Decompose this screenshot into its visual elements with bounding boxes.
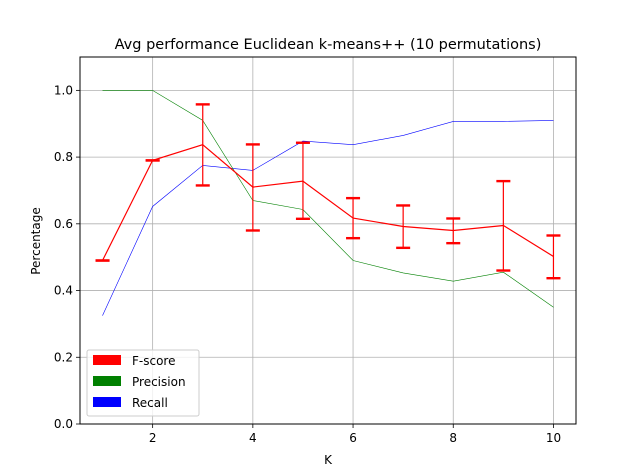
chart-title: Avg performance Euclidean k-means++ (10 … xyxy=(115,37,542,53)
x-tick-label: 10 xyxy=(546,431,561,445)
legend-swatch-precision xyxy=(93,376,121,386)
legend: F-score Precision Recall xyxy=(86,349,200,417)
legend-label-precision: Precision xyxy=(132,375,186,389)
x-tick-label: 8 xyxy=(449,431,457,445)
precision-line xyxy=(102,90,554,308)
y-tick-label: 0.6 xyxy=(54,217,73,231)
plot-frame xyxy=(79,56,577,425)
legend-swatch-fscore xyxy=(93,355,121,365)
legend-label-fscore: F-score xyxy=(132,354,175,368)
x-axis-label: K xyxy=(324,453,333,467)
y-axis-label: Percentage xyxy=(29,207,43,275)
legend-swatch-recall xyxy=(93,397,121,407)
y-tick-label: 0.8 xyxy=(54,150,73,164)
y-tick-label: 0.2 xyxy=(54,350,73,364)
y-tick-label: 0.0 xyxy=(54,417,73,431)
fscore-line xyxy=(101,144,554,261)
x-tick-label: 2 xyxy=(149,431,157,445)
x-tick-label: 4 xyxy=(249,431,257,445)
recall-line xyxy=(102,120,554,316)
x-tick-label: 6 xyxy=(349,431,357,445)
error-bars xyxy=(95,103,561,280)
axis-ticks: 2 4 6 8 10 0.0 0.2 0.4 0.6 0.8 1.0 xyxy=(54,83,561,445)
y-tick-label: 1.0 xyxy=(54,83,73,97)
legend-label-recall: Recall xyxy=(132,396,168,410)
y-tick-label: 0.4 xyxy=(54,284,73,298)
plot-series xyxy=(101,90,554,316)
